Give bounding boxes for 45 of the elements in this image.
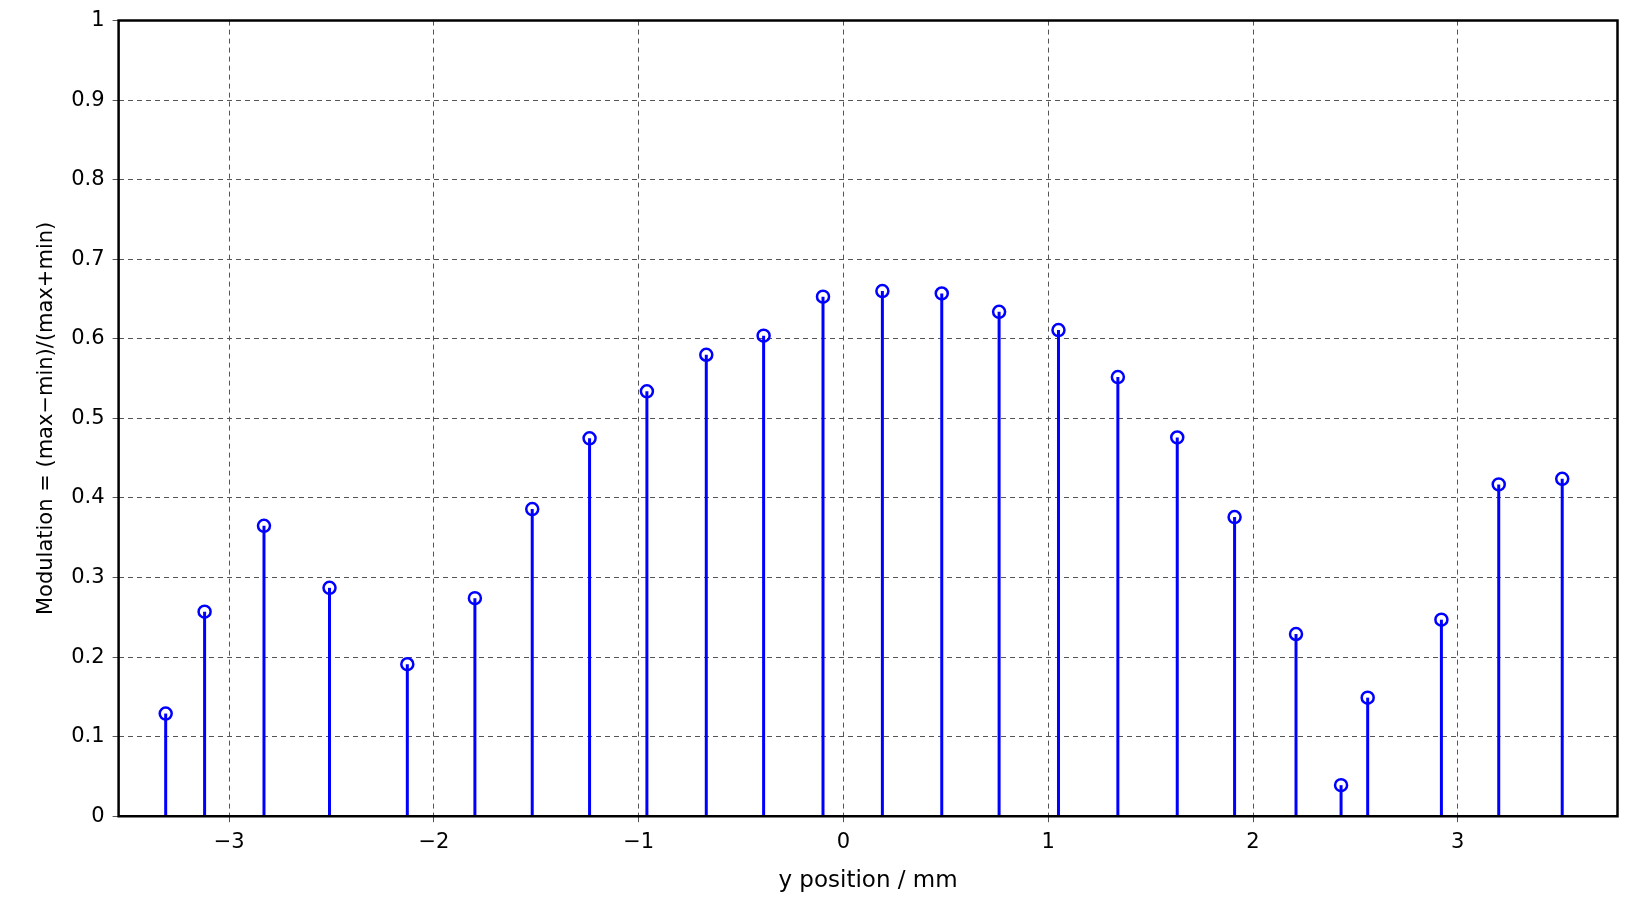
point [639, 384, 655, 399]
point [1360, 690, 1375, 705]
y-tick-label: 0 [91, 802, 105, 827]
x-tick-label: −2 [418, 829, 450, 854]
x-tick-label: 2 [1246, 829, 1260, 854]
point [1333, 777, 1349, 793]
y-tick-label: 0.5 [71, 404, 105, 429]
y-tick-label: 0.7 [71, 245, 105, 270]
point [467, 590, 483, 606]
x-tick-label: 0 [836, 829, 851, 854]
y-tick-label: 0.9 [71, 86, 105, 111]
point [934, 286, 950, 301]
x-axis-title: y position / mm [778, 866, 958, 893]
point [815, 289, 831, 304]
point [256, 518, 272, 534]
x-tick-label: 1 [1041, 829, 1055, 854]
point [524, 501, 540, 517]
point [1434, 612, 1449, 627]
point [1227, 509, 1242, 525]
point [1110, 369, 1126, 385]
point [756, 328, 771, 343]
y-tick-label: 0.8 [71, 166, 105, 191]
point [1170, 430, 1185, 445]
y-tick-label: 1 [91, 7, 105, 32]
y-tick-label: 0.1 [71, 723, 105, 748]
point [322, 580, 337, 596]
y-tick-label: 0.6 [71, 325, 105, 350]
point [991, 304, 1007, 320]
y-axis-title: Modulation = (max−min)/(max+min) [33, 221, 58, 616]
point [1288, 626, 1304, 642]
point [197, 604, 212, 619]
point [400, 656, 415, 672]
point [699, 347, 714, 362]
point [158, 706, 173, 721]
y-tick-label: 0.2 [71, 643, 105, 668]
point [1554, 471, 1570, 487]
x-tick-label: −1 [623, 829, 655, 854]
point [1491, 477, 1506, 492]
point [1051, 322, 1066, 338]
y-tick-label: 0.4 [71, 484, 105, 509]
x-tick-label: −3 [213, 829, 245, 854]
x-tick-label: 3 [1451, 829, 1465, 854]
point [582, 431, 597, 446]
point [875, 283, 890, 299]
y-tick-label: 0.3 [71, 563, 105, 588]
